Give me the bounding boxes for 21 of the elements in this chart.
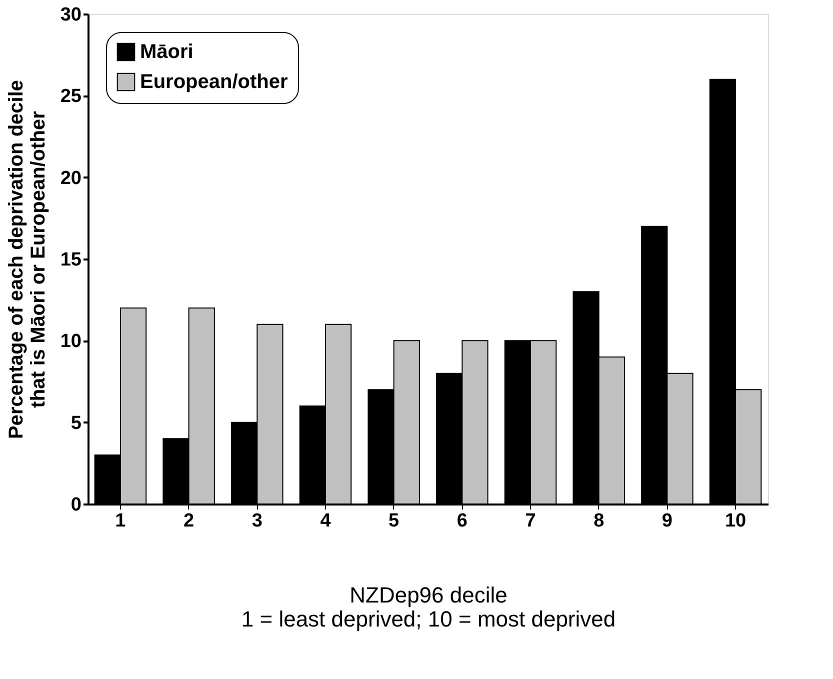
legend-label: Māori — [140, 41, 194, 63]
y-tick-label: 10 — [60, 331, 82, 352]
y-tick-label: 5 — [70, 412, 82, 434]
x-tick-label: 8 — [594, 510, 604, 532]
x-tick-label: 6 — [456, 510, 468, 532]
x-tick-label: 1 — [115, 510, 126, 532]
x-tick-label: 7 — [525, 510, 536, 532]
y-tick-label: 30 — [60, 4, 82, 26]
y-tick-label: 20 — [60, 168, 82, 189]
y-axis-title: Percentage of each deprivation decile that is Māori or European/other — [5, 80, 50, 440]
x-tick-label: 2 — [184, 510, 194, 532]
x-tick-label: 4 — [320, 510, 332, 532]
x-tick-label: 9 — [662, 510, 672, 532]
x-tick-label: 3 — [252, 510, 262, 532]
x-tick-label: 5 — [388, 510, 400, 532]
y-tick-label: 0 — [70, 494, 82, 516]
x-tick-label: 10 — [724, 510, 746, 532]
legend-label: European/other — [140, 71, 288, 93]
y-tick-label: 25 — [60, 86, 82, 108]
x-axis-title: NZDep96 decile 1 = least deprived; 10 = most deprived — [241, 582, 616, 632]
y-tick-label: 15 — [60, 250, 82, 270]
